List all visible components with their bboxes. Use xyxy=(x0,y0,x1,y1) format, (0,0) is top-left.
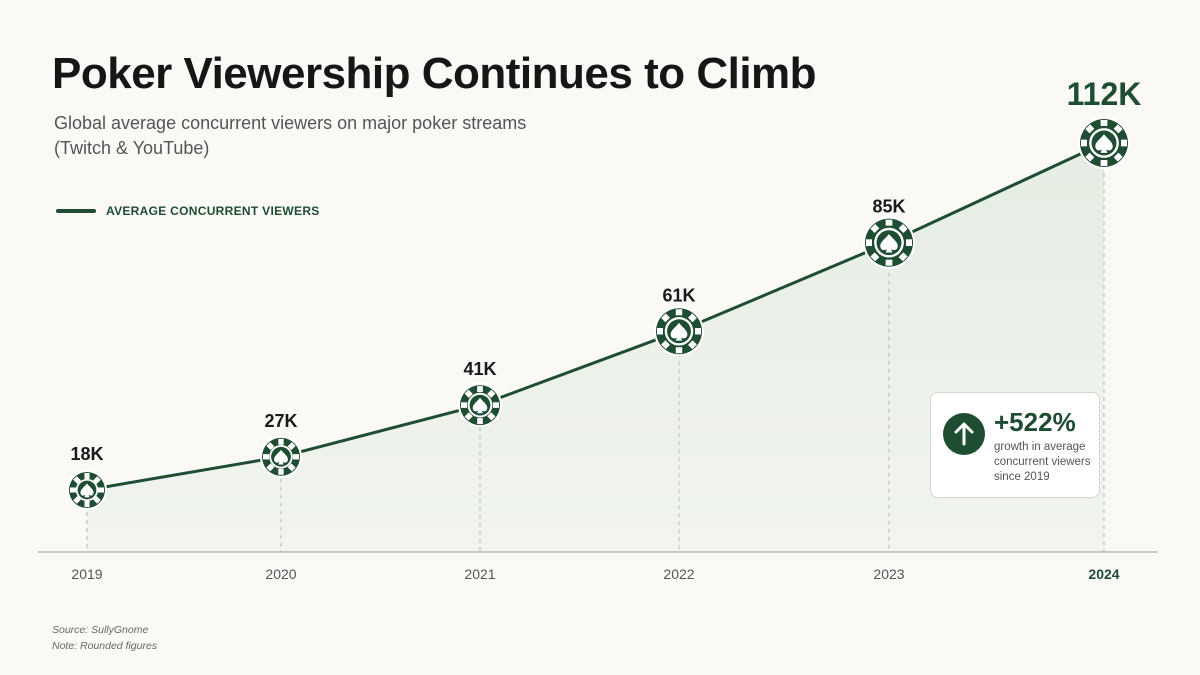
poker-chip-spade-icon xyxy=(1078,117,1130,169)
series-line xyxy=(86,141,1105,492)
poker-chip-spade-icon xyxy=(260,435,302,478)
growth-callout: +522% growth in average concurrent viewe… xyxy=(930,392,1100,498)
arrow-up-icon xyxy=(943,413,985,455)
poker-chip-spade-icon xyxy=(458,383,502,428)
x-tick-label-2022: 2022 xyxy=(663,566,694,582)
x-tick-label-2021: 2021 xyxy=(464,566,495,582)
legend-label: AVERAGE CONCURRENT VIEWERS xyxy=(106,204,320,218)
source-note: Source: SullyGnome xyxy=(52,624,149,636)
chart-title: Poker Viewership Continues to Climb xyxy=(52,49,817,98)
data-label-2019: 18K xyxy=(70,444,103,464)
poker-chip-spade-icon xyxy=(67,470,107,510)
legend-swatch xyxy=(56,209,96,213)
x-tick-label-2019: 2019 xyxy=(71,566,102,582)
poker-chip-spade-icon xyxy=(654,306,704,357)
poker-chip-spade-icon xyxy=(863,216,915,269)
footnotes: Source: SullyGnome Note: Rounded figures xyxy=(52,622,157,654)
x-tick-label-2023: 2023 xyxy=(873,566,904,582)
area-fill xyxy=(87,143,1104,552)
data-label-2021: 41K xyxy=(463,359,496,379)
data-label-2023: 85K xyxy=(872,197,905,217)
x-tick-label-2024: 2024 xyxy=(1088,566,1119,582)
data-label-2020: 27K xyxy=(264,411,297,431)
rounding-note: Note: Rounded figures xyxy=(52,640,158,652)
legend: AVERAGE CONCURRENT VIEWERS xyxy=(56,204,320,218)
growth-value: +522% xyxy=(994,407,1076,437)
growth-description: growth in average concurrent viewers sin… xyxy=(994,441,1091,483)
data-label-2022: 61K xyxy=(662,285,695,305)
chart-subtitle: Global average concurrent viewers on maj… xyxy=(54,113,527,158)
x-tick-label-2020: 2020 xyxy=(265,566,296,582)
data-label-2024: 112K xyxy=(1067,76,1142,112)
